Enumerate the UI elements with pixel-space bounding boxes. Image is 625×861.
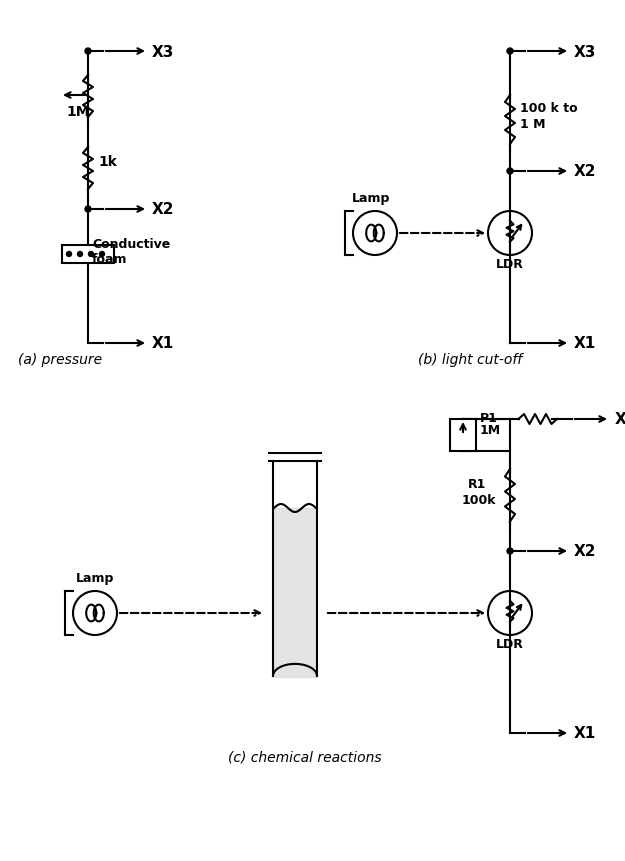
Circle shape: [507, 169, 513, 175]
Circle shape: [78, 252, 82, 257]
Circle shape: [66, 252, 71, 257]
Circle shape: [85, 49, 91, 55]
Text: X1: X1: [152, 336, 174, 351]
Text: X1: X1: [574, 726, 596, 740]
Text: Lamp: Lamp: [76, 572, 114, 585]
Circle shape: [507, 548, 513, 554]
Bar: [450, 419, 476, 451]
Circle shape: [85, 207, 91, 213]
Text: X2: X2: [152, 202, 174, 217]
Bar: [62, 245, 114, 263]
Text: 100k: 100k: [462, 493, 496, 506]
Text: 1M: 1M: [66, 105, 89, 119]
Text: X2: X2: [574, 544, 596, 559]
Text: LDR: LDR: [496, 637, 524, 650]
Text: 1k: 1k: [98, 155, 117, 169]
Text: X3: X3: [574, 45, 596, 59]
Text: Conductive: Conductive: [92, 238, 170, 251]
Text: R1: R1: [468, 478, 486, 491]
Text: Lamp: Lamp: [352, 192, 390, 205]
Circle shape: [507, 49, 513, 55]
Text: LDR: LDR: [496, 257, 524, 270]
Text: (a) pressure: (a) pressure: [18, 353, 102, 367]
Circle shape: [89, 252, 94, 257]
Text: P1: P1: [480, 412, 498, 424]
Text: X3: X3: [152, 45, 174, 59]
Text: X2: X2: [574, 164, 596, 179]
Text: X3: X3: [615, 412, 625, 427]
Text: foam: foam: [92, 253, 128, 266]
Text: 1 M: 1 M: [520, 118, 546, 131]
Circle shape: [99, 252, 104, 257]
Text: 100 k to: 100 k to: [520, 102, 578, 115]
Text: X1: X1: [574, 336, 596, 351]
Text: (b) light cut-off: (b) light cut-off: [418, 353, 522, 367]
Text: 1M: 1M: [480, 424, 501, 437]
Text: (c) chemical reactions: (c) chemical reactions: [228, 750, 382, 764]
